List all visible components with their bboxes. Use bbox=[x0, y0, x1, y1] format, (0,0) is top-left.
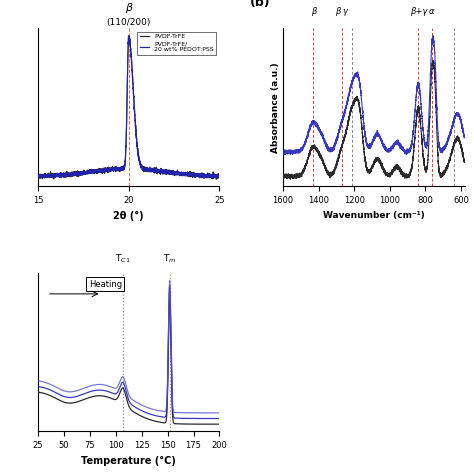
Text: β: β bbox=[125, 3, 132, 13]
Text: β: β bbox=[310, 7, 316, 16]
Text: Heating: Heating bbox=[89, 280, 122, 289]
Text: T$_{m}$: T$_{m}$ bbox=[163, 253, 176, 265]
Y-axis label: Absorbance (a.u.): Absorbance (a.u.) bbox=[271, 62, 280, 153]
Text: T$_{C1}$: T$_{C1}$ bbox=[115, 253, 131, 265]
Legend: PVDF-TrFE, PVDF-TrFE/
20 wt% PEDOT:PSS: PVDF-TrFE, PVDF-TrFE/ 20 wt% PEDOT:PSS bbox=[137, 32, 216, 55]
Text: (b): (b) bbox=[250, 0, 271, 9]
Text: β γ: β γ bbox=[335, 7, 348, 16]
X-axis label: 2θ (°): 2θ (°) bbox=[113, 211, 144, 221]
X-axis label: Wavenumber (cm⁻¹): Wavenumber (cm⁻¹) bbox=[323, 211, 425, 220]
Text: α: α bbox=[429, 7, 435, 16]
Text: β+γ: β+γ bbox=[410, 7, 427, 16]
X-axis label: Temperature (°C): Temperature (°C) bbox=[81, 456, 176, 465]
Text: (110/200): (110/200) bbox=[107, 18, 151, 27]
